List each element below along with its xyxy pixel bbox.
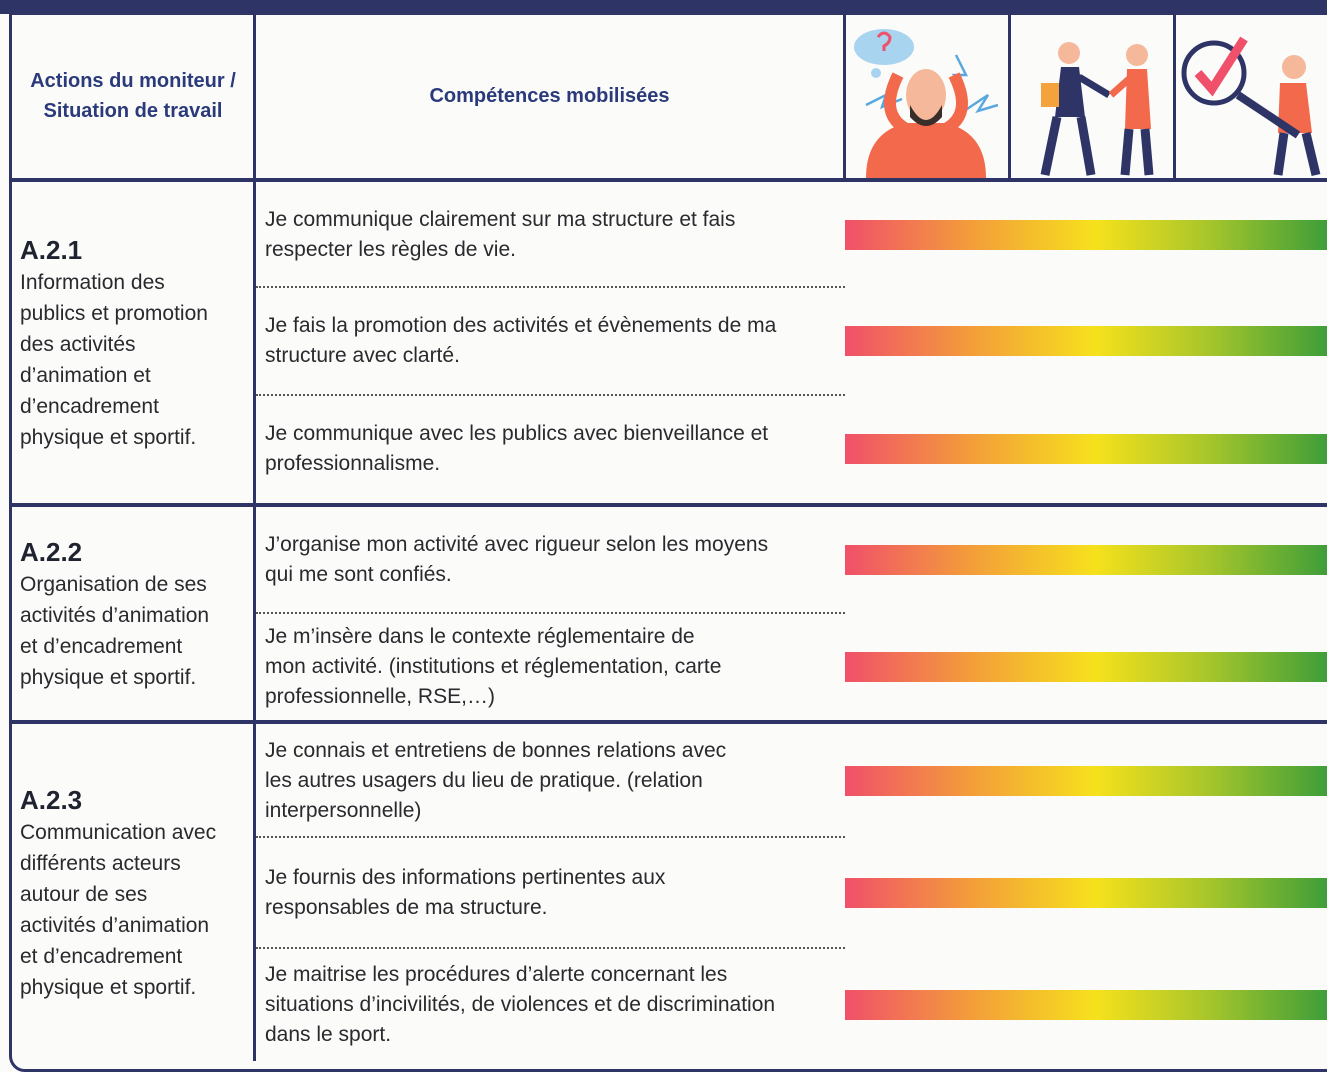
section-divider [9, 720, 1327, 724]
header-divider [9, 178, 1327, 182]
section-divider [9, 503, 1327, 507]
competence: Je connais et entretiens de bonnes relat… [265, 724, 843, 837]
row-divider [256, 286, 845, 288]
section-description-line: Communication avec [20, 820, 217, 844]
top-bar [0, 0, 1327, 14]
section-description-line: des activités [20, 332, 136, 356]
row-divider [256, 836, 845, 838]
competence-line: Je communique avec les publics avec bien… [265, 422, 769, 445]
column-divider [253, 12, 256, 1061]
section-description-line: différents acteurs [20, 851, 181, 875]
competence-line: Je maitrise les procédures d’alerte conc… [265, 962, 728, 986]
section-label: A.2.1 Information des publics et promotion… [20, 182, 252, 503]
section-code: A.2.3 [20, 784, 83, 815]
rating-gradient [845, 434, 1327, 464]
section-description-line: publics et promotion [20, 301, 208, 325]
competence-line: Je m’insère dans le contexte réglementai… [265, 624, 695, 648]
header-competences: Compétences mobilisées [429, 85, 670, 107]
rating-gradient [845, 989, 1327, 1020]
section-description-line: et d’encadrement [20, 944, 183, 968]
section-label: A.2.3 Communication avec différents acteur… [20, 724, 252, 1061]
competence-line: les autres usagers du lieu de pratique. … [265, 768, 703, 792]
competence-line: J’organise mon activité avec rigueur sel… [265, 533, 769, 556]
competence: Je fournis des informations pertinentes … [265, 837, 843, 948]
row-divider [256, 612, 845, 614]
section-description-line: physique et sportif. [20, 665, 197, 689]
column-divider [1008, 12, 1011, 180]
competence-line: Je communique clairement sur ma structur… [265, 207, 736, 231]
competence: Je m’insère dans le contexte réglementai… [265, 613, 843, 720]
section-code: A.2.2 [20, 536, 83, 567]
section-description-line: d’encadrement [20, 394, 159, 418]
section-label: A.2.2 Organisation de ses activités d’anim… [20, 507, 252, 720]
competence: Je communique clairement sur ma structur… [265, 182, 843, 287]
row-divider [256, 394, 845, 396]
section-description-line: activités d’animation [20, 603, 210, 627]
section-description-line: physique et sportif. [20, 425, 197, 449]
section-description-line: activités d’animation [20, 913, 210, 937]
icon-handshake [1040, 42, 1154, 176]
competence-line: respecter les règles de vie. [265, 237, 516, 261]
rating-gradient [845, 326, 1327, 356]
rating-gradient [845, 765, 1327, 796]
competence: Je fais la promotion des activités et év… [265, 287, 843, 395]
competence-line: professionnelle, RSE,…) [265, 684, 495, 708]
competence-line: structure avec clarté. [265, 344, 460, 367]
competence-line: interpersonnelle) [265, 798, 422, 822]
column-divider [843, 12, 846, 180]
section-description-line: autour de ses [20, 882, 148, 906]
competence-line: professionnalisme. [265, 452, 441, 475]
rating-gradient [845, 877, 1327, 908]
rating-gradient [845, 651, 1327, 682]
competence-line: qui me sont confiés. [265, 563, 452, 586]
rating-gradient [845, 545, 1327, 575]
competence-line: Je fais la promotion des activités et év… [265, 314, 777, 337]
competence: Je maitrise les procédures d’alerte conc… [265, 948, 843, 1061]
competence-line: dans le sport. [265, 1022, 392, 1046]
competence-line: mon activité. (institutions et réglement… [265, 654, 722, 678]
section-description-line: et d’encadrement [20, 634, 183, 658]
competence-line: Je connais et entretiens de bonnes relat… [265, 738, 727, 762]
section-description-line: physique et sportif. [20, 975, 197, 999]
competence-line: situations d’incivilités, de violences e… [265, 992, 776, 1016]
rating-gradient [845, 219, 1327, 250]
section-description-line: Organisation de ses [20, 572, 207, 596]
row-divider [256, 947, 845, 949]
competence: Je communique avec les publics avec bien… [265, 395, 843, 503]
competence-line: responsables de ma structure. [265, 895, 548, 919]
section-code: A.2.1 [20, 234, 83, 265]
competence-line: Je fournis des informations pertinentes … [265, 865, 666, 889]
column-divider [1173, 12, 1176, 180]
icon-check [1181, 36, 1321, 177]
icon-stress [854, 29, 999, 178]
competence: J’organise mon activité avec rigueur sel… [265, 507, 843, 613]
section-description-line: d’animation et [20, 363, 151, 387]
section-description-line: Information des [20, 270, 165, 294]
header-actions: Actions du moniteur / Situation de trava… [30, 70, 236, 122]
